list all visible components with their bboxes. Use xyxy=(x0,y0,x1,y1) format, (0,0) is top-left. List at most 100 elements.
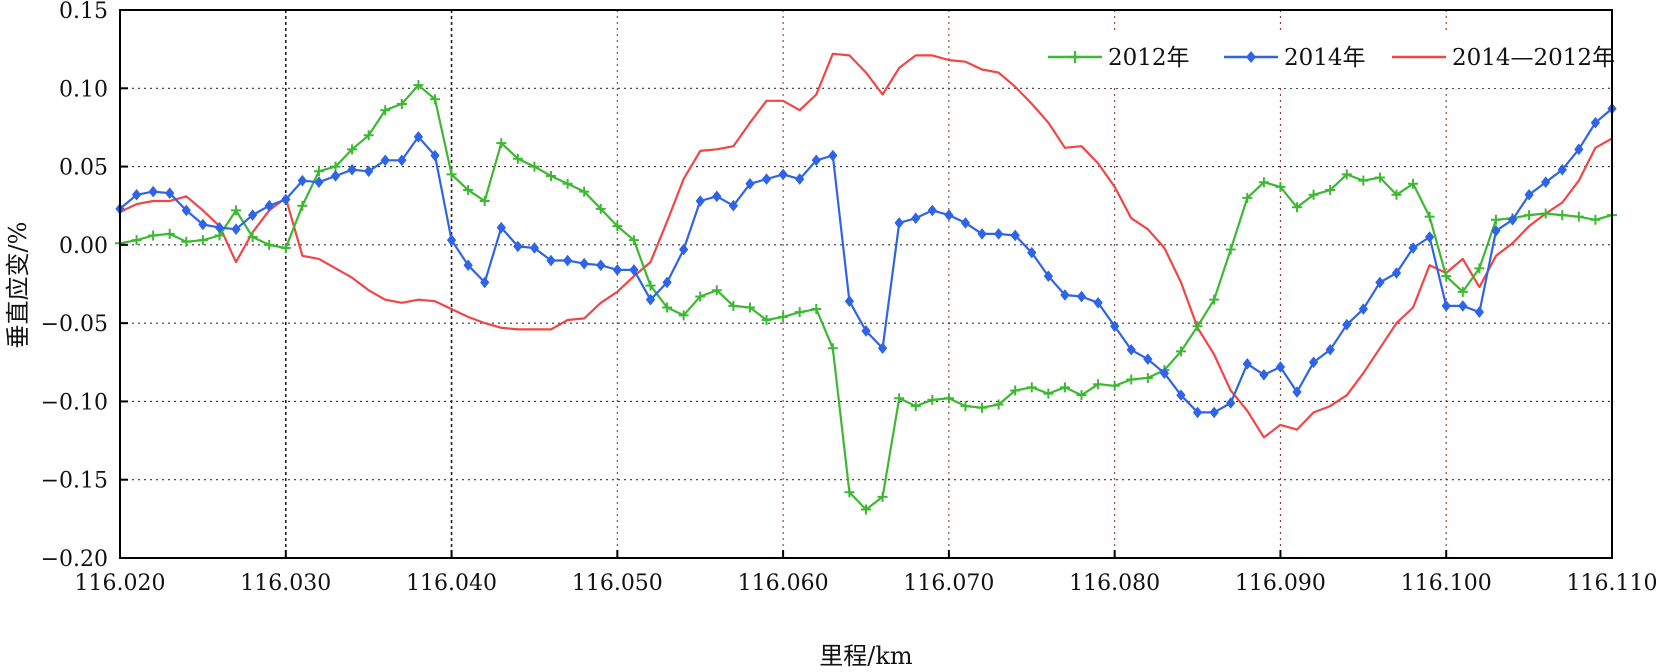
series-1-point xyxy=(1490,214,1501,225)
series-2-point xyxy=(1226,397,1236,409)
series-1-point xyxy=(529,161,540,172)
series-2-point xyxy=(1176,389,1186,401)
series-2-point xyxy=(695,195,705,207)
series-3 xyxy=(119,52,1613,439)
series-1-point xyxy=(695,291,706,302)
series-2-point xyxy=(761,173,772,185)
y-tick-label: 0.10 xyxy=(59,77,108,102)
series-1-point xyxy=(678,310,689,321)
series-2-point xyxy=(662,276,672,289)
series-1-point xyxy=(1441,271,1452,282)
series-2-point xyxy=(1375,276,1385,289)
series-2-point xyxy=(214,221,225,234)
series-1-point xyxy=(1408,178,1419,189)
legend: 2012年 2014年 2014—2012年 xyxy=(1036,32,1615,88)
series-2-point xyxy=(795,173,805,185)
series-2-point xyxy=(1424,231,1435,243)
series-1-point xyxy=(313,166,324,177)
series-1-point xyxy=(1474,263,1485,274)
series-2-point xyxy=(927,204,937,217)
series-1-point xyxy=(1059,382,1070,393)
series-2-point xyxy=(1325,343,1335,356)
series-2-point xyxy=(430,149,440,162)
series-2-point xyxy=(828,149,838,162)
series-1-point xyxy=(413,80,424,91)
series-1-point xyxy=(844,487,855,498)
series-2-point xyxy=(1391,267,1402,279)
series-2-point xyxy=(1590,116,1601,129)
series-1-point xyxy=(579,186,590,197)
series-1-point xyxy=(1192,321,1203,332)
plot-frame xyxy=(119,9,1613,559)
series-2-point xyxy=(562,254,573,267)
series-1-point xyxy=(927,394,938,405)
series-1-point xyxy=(1573,211,1584,222)
series-1-point xyxy=(231,205,242,216)
series-1-point xyxy=(877,491,888,502)
series-2-point xyxy=(1209,406,1219,419)
series-2-point xyxy=(181,204,191,217)
series-1-point xyxy=(1026,382,1037,393)
series-2-point xyxy=(1541,176,1551,189)
series-1-point xyxy=(1557,210,1568,221)
legend-item-3: 2014—2012年 xyxy=(1392,45,1615,71)
series-2-point xyxy=(148,185,158,198)
y-tick-label: −0.05 xyxy=(41,312,108,337)
series-2-point xyxy=(645,293,656,306)
series-1-point xyxy=(396,98,407,109)
x-tick-label: 116.070 xyxy=(903,571,994,596)
series-1 xyxy=(115,80,1617,515)
y-tick-label: 0.15 xyxy=(59,0,108,24)
series-2-point xyxy=(1441,300,1451,312)
series-2-point xyxy=(877,342,888,354)
series-1-point xyxy=(446,169,457,180)
x-tick-label: 116.080 xyxy=(1069,571,1160,596)
series-1-point xyxy=(778,311,789,322)
series-2-point xyxy=(1010,229,1020,242)
series-2-point xyxy=(1093,296,1103,309)
series-2-point xyxy=(844,295,855,308)
x-tick-label: 116.050 xyxy=(572,571,663,596)
legend-label: 2014—2012年 xyxy=(1452,45,1615,71)
series-1-point xyxy=(1225,244,1236,255)
series-layer xyxy=(115,52,1617,515)
series-2-point xyxy=(529,242,540,254)
series-1-point xyxy=(347,144,358,155)
series-1-point xyxy=(728,300,739,311)
series-2-point xyxy=(811,154,821,167)
series-2-point xyxy=(1060,289,1070,301)
series-1-point xyxy=(894,393,905,404)
series-1-point xyxy=(1358,175,1369,186)
x-tick-label: 116.110 xyxy=(1567,571,1658,596)
series-2-point xyxy=(397,154,407,167)
series-1-point xyxy=(330,161,341,172)
series-1-point xyxy=(744,302,755,313)
legend-label: 2014年 xyxy=(1284,45,1366,71)
y-tick-label: 0.00 xyxy=(59,234,108,259)
series-2-point xyxy=(728,199,739,212)
y-axis-title: 垂直应变/% xyxy=(4,222,32,349)
series-1-point xyxy=(280,242,291,253)
series-2-point xyxy=(380,154,390,167)
series-1-point xyxy=(943,393,954,404)
series-1-point xyxy=(181,236,192,247)
series-2-point xyxy=(861,325,871,337)
x-tick-label: 116.060 xyxy=(738,571,829,596)
series-2-point xyxy=(993,228,1004,240)
series-1-point xyxy=(827,343,838,354)
series-1-point xyxy=(977,402,988,413)
series-2-point xyxy=(1507,214,1518,226)
series-1-point xyxy=(1076,390,1087,401)
series-1-point xyxy=(711,285,722,296)
series-2-point xyxy=(1342,318,1352,331)
series-1-point xyxy=(1391,189,1402,200)
series-1-point xyxy=(1457,286,1468,297)
y-tick-labels: 0.15 0.10 0.05 0.00 −0.05 −0.10 −0.15 −0.20 xyxy=(41,0,108,572)
series-1-point xyxy=(131,235,142,246)
series-1-point xyxy=(595,203,606,214)
series-1-point xyxy=(1242,192,1253,203)
x-tick-label: 116.020 xyxy=(75,571,166,596)
series-2-point xyxy=(1358,303,1368,315)
series-2-point xyxy=(1259,369,1269,381)
series-2-point xyxy=(1027,246,1037,259)
